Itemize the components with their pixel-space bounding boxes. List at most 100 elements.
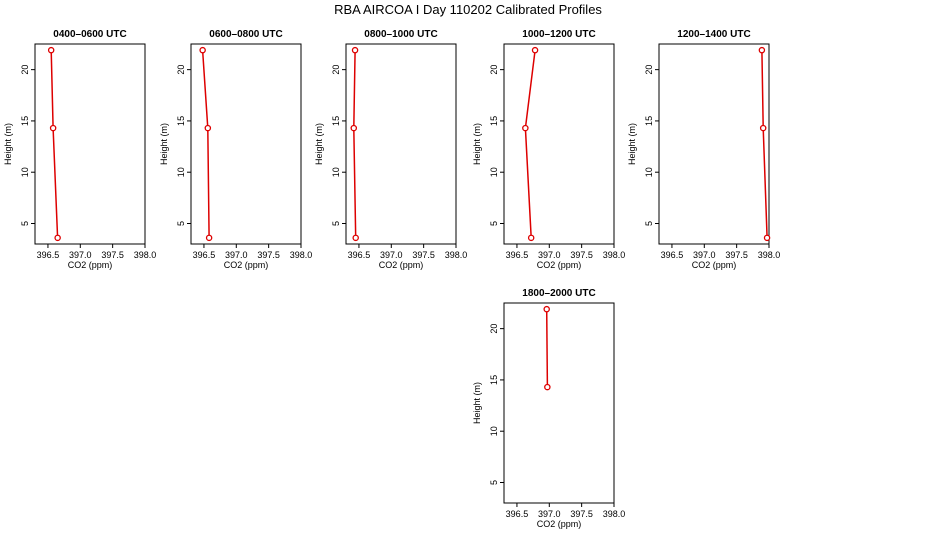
profile-panel: 1800–2000 UTC 396.5 397.0 397.5 398.0 CO2 (pp… xyxy=(472,288,625,529)
data-point xyxy=(763,234,771,242)
x-tick-label: 397.5 xyxy=(101,250,124,260)
y-tick-label: 15 xyxy=(20,116,30,126)
data-point xyxy=(544,383,551,391)
y-tick-label: 15 xyxy=(489,375,499,385)
data-point xyxy=(531,46,539,54)
y-axis-label: Height (m) xyxy=(472,382,482,424)
data-point xyxy=(351,46,359,54)
y-tick-label: 10 xyxy=(331,167,341,177)
y-tick-label: 15 xyxy=(644,116,654,126)
y-tick-label: 5 xyxy=(489,221,499,226)
y-tick-label: 20 xyxy=(331,65,341,75)
x-tick-label: 397.5 xyxy=(257,250,280,260)
x-tick-label: 398.0 xyxy=(290,250,313,260)
y-axis-label: Height (m) xyxy=(627,123,637,165)
x-axis-label: CO2 (ppm) xyxy=(692,260,737,270)
y-tick-label: 10 xyxy=(20,167,30,177)
x-axis-label: CO2 (ppm) xyxy=(537,519,582,529)
x-axis-label: CO2 (ppm) xyxy=(537,260,582,270)
series-line xyxy=(201,50,210,238)
y-tick-label: 20 xyxy=(489,324,499,334)
y-tick-label: 5 xyxy=(644,221,654,226)
data-point xyxy=(759,124,767,132)
y-tick-label: 15 xyxy=(176,116,186,126)
x-tick-label: 397.0 xyxy=(693,250,716,260)
y-tick-label: 10 xyxy=(489,426,499,436)
series-line xyxy=(761,50,768,238)
panel-title: 1200–1400 UTC xyxy=(677,29,750,40)
x-tick-label: 398.0 xyxy=(758,250,781,260)
profile-panel: 1200–1400 UTC 396.5 397.0 397.5 398.0 CO2 (pp… xyxy=(627,29,780,270)
panel-title: 0600–0800 UTC xyxy=(209,29,282,40)
data-point xyxy=(47,46,55,54)
y-tick-label: 15 xyxy=(489,116,499,126)
profile-panel: 0400–0600 UTC 396.5 397.0 397.5 398.0 CO2 (pp… xyxy=(3,29,156,270)
panel-title: 0400–0600 UTC xyxy=(53,29,126,40)
x-tick-label: 398.0 xyxy=(445,250,468,260)
series-line xyxy=(50,50,59,238)
data-point xyxy=(527,234,535,242)
plot-frame xyxy=(190,43,302,245)
x-tick-label: 396.5 xyxy=(506,250,529,260)
x-tick-label: 397.5 xyxy=(570,250,593,260)
x-tick-label: 397.5 xyxy=(412,250,435,260)
plot-frame xyxy=(345,43,457,245)
y-tick-label: 20 xyxy=(644,65,654,75)
y-tick-label: 20 xyxy=(20,65,30,75)
y-tick-label: 10 xyxy=(644,167,654,177)
y-axis-label: Height (m) xyxy=(3,123,13,165)
y-tick-label: 5 xyxy=(489,480,499,485)
y-tick-label: 20 xyxy=(176,65,186,75)
x-tick-label: 396.5 xyxy=(661,250,684,260)
plot-frame xyxy=(503,43,615,245)
x-axis-label: CO2 (ppm) xyxy=(68,260,113,270)
x-axis-label: CO2 (ppm) xyxy=(224,260,269,270)
data-point xyxy=(352,234,359,242)
x-tick-label: 397.5 xyxy=(725,250,748,260)
y-tick-label: 15 xyxy=(331,116,341,126)
x-tick-label: 396.5 xyxy=(193,250,216,260)
data-point xyxy=(204,124,212,132)
profile-panel: 1000–1200 UTC 396.5 397.0 397.5 398.0 CO2 (pp… xyxy=(472,29,625,270)
x-axis-label: CO2 (ppm) xyxy=(379,260,424,270)
y-tick-label: 5 xyxy=(176,221,186,226)
y-tick-label: 20 xyxy=(489,65,499,75)
data-point xyxy=(205,234,213,242)
x-tick-label: 398.0 xyxy=(134,250,157,260)
x-tick-label: 396.5 xyxy=(506,509,529,519)
y-tick-label: 5 xyxy=(20,221,30,226)
x-tick-label: 397.0 xyxy=(538,250,561,260)
x-tick-label: 397.5 xyxy=(570,509,593,519)
x-tick-label: 397.0 xyxy=(69,250,92,260)
plot-frame xyxy=(34,43,146,245)
data-point xyxy=(49,124,57,132)
data-point xyxy=(543,305,550,313)
data-point xyxy=(199,46,206,54)
profile-panel: 0600–0800 UTC 396.5 397.0 397.5 398.0 CO2 (pp… xyxy=(159,29,312,270)
series-line xyxy=(353,50,357,238)
data-point xyxy=(758,46,766,54)
series-line xyxy=(545,309,549,388)
y-tick-label: 10 xyxy=(176,167,186,177)
data-point xyxy=(350,124,358,132)
series-line xyxy=(524,50,536,238)
panel-title: 0800–1000 UTC xyxy=(364,29,437,40)
y-tick-label: 10 xyxy=(489,167,499,177)
plot-frame xyxy=(503,302,615,504)
y-axis-label: Height (m) xyxy=(314,123,324,165)
profile-panel: 0800–1000 UTC 396.5 397.0 397.5 398.0 CO2 (pp… xyxy=(314,29,467,270)
x-tick-label: 398.0 xyxy=(603,250,626,260)
x-tick-label: 397.0 xyxy=(225,250,248,260)
plot-frame xyxy=(658,43,770,245)
x-tick-label: 398.0 xyxy=(603,509,626,519)
data-point xyxy=(522,124,529,132)
panel-title: 1000–1200 UTC xyxy=(522,29,595,40)
page-title: RBA AIRCOA I Day 110202 Calibrated Profi… xyxy=(334,2,602,17)
x-tick-label: 396.5 xyxy=(348,250,371,260)
y-axis-label: Height (m) xyxy=(472,123,482,165)
x-tick-label: 397.0 xyxy=(380,250,403,260)
y-axis-label: Height (m) xyxy=(159,123,169,165)
x-tick-label: 396.5 xyxy=(37,250,60,260)
data-point xyxy=(54,234,61,242)
